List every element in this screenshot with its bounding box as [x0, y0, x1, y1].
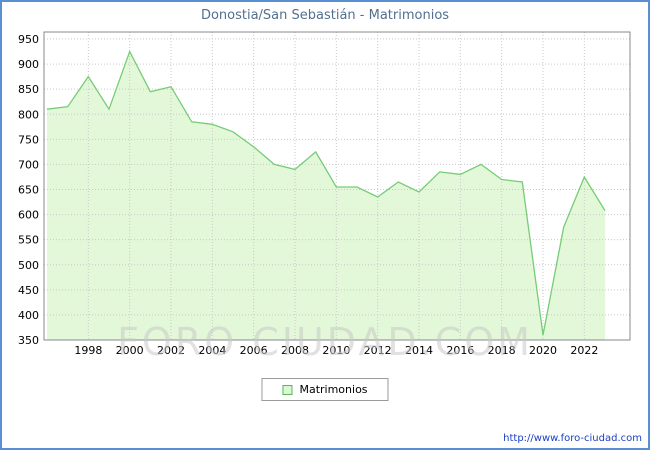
- y-tick-label: 450: [18, 284, 39, 297]
- y-tick-label: 750: [18, 133, 39, 146]
- x-tick-label: 2008: [281, 344, 309, 357]
- x-tick-label: 1998: [74, 344, 102, 357]
- x-tick-label: 2012: [364, 344, 392, 357]
- y-tick-label: 350: [18, 334, 39, 347]
- x-tick-label: 2020: [529, 344, 557, 357]
- legend: Matrimonios: [261, 378, 389, 401]
- legend-label: Matrimonios: [299, 383, 368, 396]
- y-tick-label: 550: [18, 234, 39, 247]
- x-tick-label: 2022: [570, 344, 598, 357]
- y-tick-label: 500: [18, 259, 39, 272]
- x-tick-label: 2000: [116, 344, 144, 357]
- series-line: [46, 49, 606, 336]
- x-tick-label: 2016: [446, 344, 474, 357]
- footer-url: http://www.foro-ciudad.com: [503, 433, 642, 444]
- x-tick-label: 2004: [198, 344, 226, 357]
- plot-border: [43, 31, 631, 341]
- x-tick-label: 2010: [322, 344, 350, 357]
- x-tick-label: 2006: [240, 344, 268, 357]
- y-tick-label: 400: [18, 309, 39, 322]
- x-tick-label: 2002: [157, 344, 185, 357]
- area-fill: [47, 51, 605, 340]
- y-tick-label: 850: [18, 83, 39, 96]
- chart-title: Donostia/San Sebastián - Matrimonios: [200, 8, 450, 23]
- y-tick-label: 800: [18, 108, 39, 121]
- legend-swatch-icon: [282, 384, 293, 395]
- x-tick-label: 2018: [488, 344, 516, 357]
- y-tick-label: 650: [18, 184, 39, 197]
- x-tick-label: 2014: [405, 344, 433, 357]
- y-tick-label: 600: [18, 209, 39, 222]
- y-tick-label: 950: [18, 33, 39, 46]
- y-tick-label: 900: [18, 58, 39, 71]
- y-tick-label: 700: [18, 158, 39, 171]
